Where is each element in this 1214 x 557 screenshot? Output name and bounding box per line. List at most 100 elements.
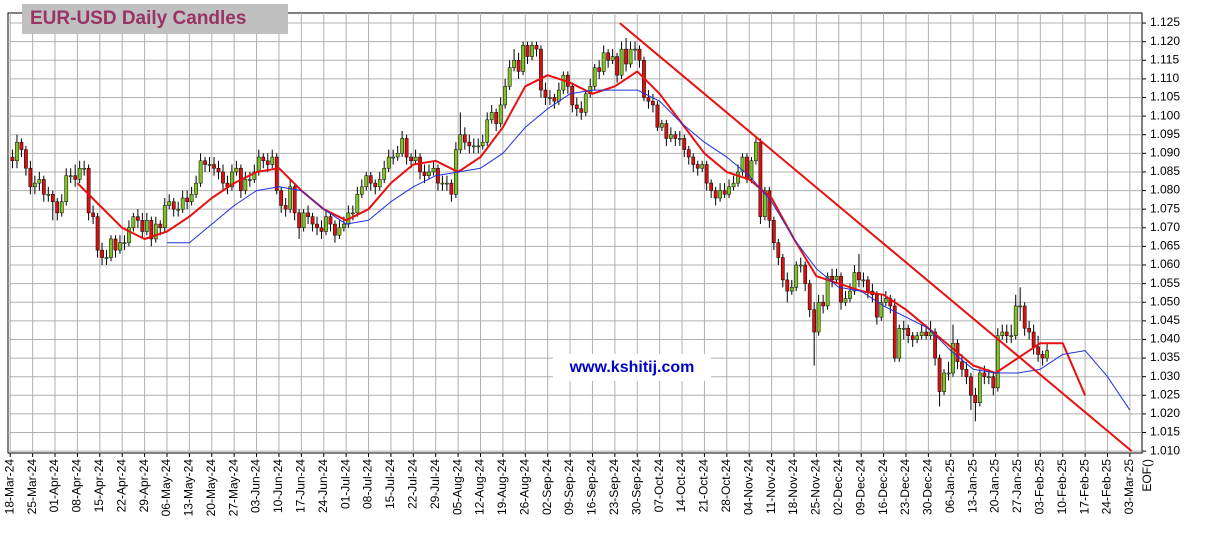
x-tick-label: 19-Aug-24 xyxy=(495,459,509,515)
candle-body xyxy=(906,328,911,336)
candle-body xyxy=(109,238,113,258)
candle-body xyxy=(879,301,884,318)
candle-body xyxy=(359,186,364,195)
candle-body xyxy=(413,156,418,162)
candle-body xyxy=(628,48,633,65)
candle-body xyxy=(368,175,373,184)
candle-body xyxy=(306,212,310,217)
candle-body xyxy=(700,164,705,169)
candle-body xyxy=(866,279,870,292)
x-tick-label: 24-Jun-24 xyxy=(316,459,330,513)
candle-body xyxy=(969,376,973,396)
candle-body xyxy=(274,156,279,191)
candle-body xyxy=(655,104,660,128)
candle-body xyxy=(319,227,324,232)
candle-body xyxy=(122,242,127,244)
candle-body xyxy=(848,290,852,299)
candle-body xyxy=(41,179,46,195)
candle-body xyxy=(221,171,225,184)
candle-body xyxy=(924,331,928,336)
x-tick-label: 17-Jun-24 xyxy=(294,459,308,513)
y-tick-label: 1.055 xyxy=(1150,276,1180,290)
candle-body xyxy=(686,149,691,158)
candle-body xyxy=(995,335,1000,389)
candle-body xyxy=(637,48,642,61)
x-tick-label: 10-Jun-24 xyxy=(271,459,285,513)
candle-body xyxy=(731,182,736,188)
candle-body xyxy=(570,86,575,106)
candle-body xyxy=(167,201,172,206)
x-tick-label: 08-Apr-24 xyxy=(70,459,84,513)
candle-body xyxy=(789,287,794,292)
candle-body xyxy=(404,138,409,158)
candle-body xyxy=(485,119,490,143)
candle-body xyxy=(68,175,73,177)
candle-body xyxy=(709,182,714,191)
x-tick-label: 23-Dec-24 xyxy=(898,459,912,515)
candle-body xyxy=(664,123,669,139)
candle-body xyxy=(1000,331,1005,336)
y-tick-label: 1.110 xyxy=(1150,71,1179,85)
x-tick-label: 23-Sep-24 xyxy=(607,459,621,515)
candle-body xyxy=(960,361,964,370)
candle-body xyxy=(942,372,946,392)
y-tick-label: 1.125 xyxy=(1150,15,1180,29)
x-tick-label: 21-Oct-24 xyxy=(697,459,711,513)
candle-body xyxy=(736,171,740,184)
candle-body xyxy=(337,227,342,236)
candle-body xyxy=(776,242,781,258)
candle-body xyxy=(127,227,131,243)
x-tick-label: 16-Dec-24 xyxy=(876,459,890,515)
candle-body xyxy=(198,160,203,184)
candle-body xyxy=(503,86,507,106)
candle-body xyxy=(91,212,95,217)
candle-body xyxy=(507,67,512,87)
x-tick-label: 27-Jan-25 xyxy=(1010,459,1024,513)
candle-body xyxy=(763,190,767,217)
candle-body xyxy=(498,104,503,124)
candle-body xyxy=(745,156,749,180)
candle-body xyxy=(816,301,821,333)
candle-body xyxy=(973,395,978,403)
candle-body xyxy=(875,294,879,318)
candle-body xyxy=(55,201,60,214)
candle-body xyxy=(162,205,167,229)
x-tick-label: 12-Aug-24 xyxy=(473,459,487,515)
candle-body xyxy=(33,182,37,188)
candle-body xyxy=(462,134,467,143)
candle-body xyxy=(718,190,722,199)
x-tick-label: 04-Nov-24 xyxy=(741,459,755,515)
line-series xyxy=(76,70,1087,396)
x-tick-label: 29-Jul-24 xyxy=(428,459,442,509)
candle-body xyxy=(780,257,785,281)
candle-body xyxy=(270,156,275,165)
candle-body xyxy=(409,156,413,162)
candle-body xyxy=(207,164,212,166)
x-tick-label: 03-Mar-25 xyxy=(1122,459,1136,515)
x-tick-label: 16-Sep-24 xyxy=(585,459,599,515)
candle-body xyxy=(574,104,579,109)
y-tick-label: 1.030 xyxy=(1150,369,1180,383)
candle-body xyxy=(794,264,799,288)
y-tick-label: 1.100 xyxy=(1150,108,1180,122)
candle-body xyxy=(391,156,396,159)
title-box xyxy=(22,4,288,34)
candle-body xyxy=(467,141,472,147)
x-tick-label: 25-Mar-24 xyxy=(25,459,39,515)
candle-body xyxy=(86,167,91,214)
candle-body xyxy=(118,242,122,251)
candle-body xyxy=(342,223,346,229)
candle-body xyxy=(606,52,610,61)
candle-body xyxy=(1022,305,1027,329)
y-tick-label: 1.095 xyxy=(1150,127,1180,141)
candle-body xyxy=(265,160,270,165)
x-tick-label: 29-Apr-24 xyxy=(137,459,151,513)
y-tick-label: 1.045 xyxy=(1150,313,1180,327)
x-tick-label: EOF() xyxy=(1140,459,1154,492)
x-tick-label: 20-Jan-25 xyxy=(988,459,1002,513)
y-tick-label: 1.065 xyxy=(1150,239,1180,253)
y-tick-label: 1.020 xyxy=(1150,406,1180,420)
candle-body xyxy=(15,141,19,162)
candle-body xyxy=(19,141,24,150)
candle-body xyxy=(749,160,754,180)
